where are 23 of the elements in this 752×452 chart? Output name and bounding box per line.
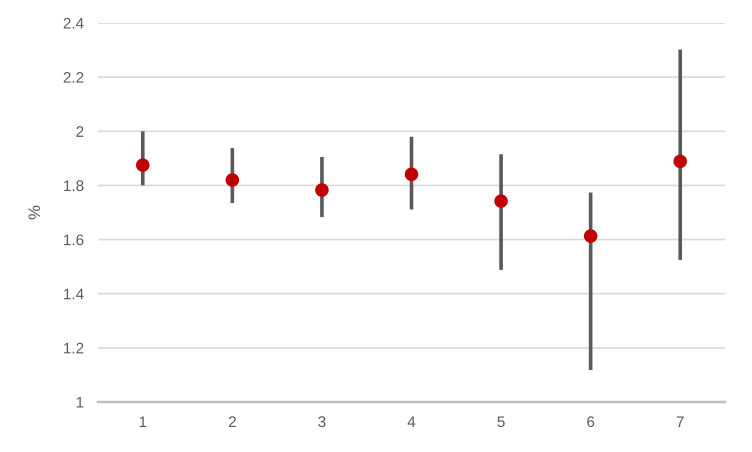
y-tick-label: 2.4 [64,18,84,29]
y-tick-label: 1.6 [64,234,84,246]
y-tick-label: 1.4 [64,288,84,300]
x-tick-label: 6 [587,416,594,428]
x-tick-label: 2 [228,416,236,427]
point [315,183,329,197]
y-tick-label: 2 [76,126,84,137]
x-tick-label: 7 [676,416,684,427]
y-tick-label: 2.2 [64,72,84,83]
point [494,194,508,208]
y-axis-title: % [28,206,40,220]
point [673,154,687,168]
x-tick-label: 4 [408,416,416,427]
y-tick-label: 1.2 [64,342,84,354]
point [584,229,598,243]
point [404,168,418,182]
point [226,173,240,187]
y-tick-label: 1 [76,397,84,408]
y-tick-label: 1.8 [64,180,84,192]
x-tick-label: 3 [318,416,326,428]
x-tick-label: 1 [140,416,146,427]
point [136,158,150,172]
x-tick-label: 5 [497,416,505,428]
